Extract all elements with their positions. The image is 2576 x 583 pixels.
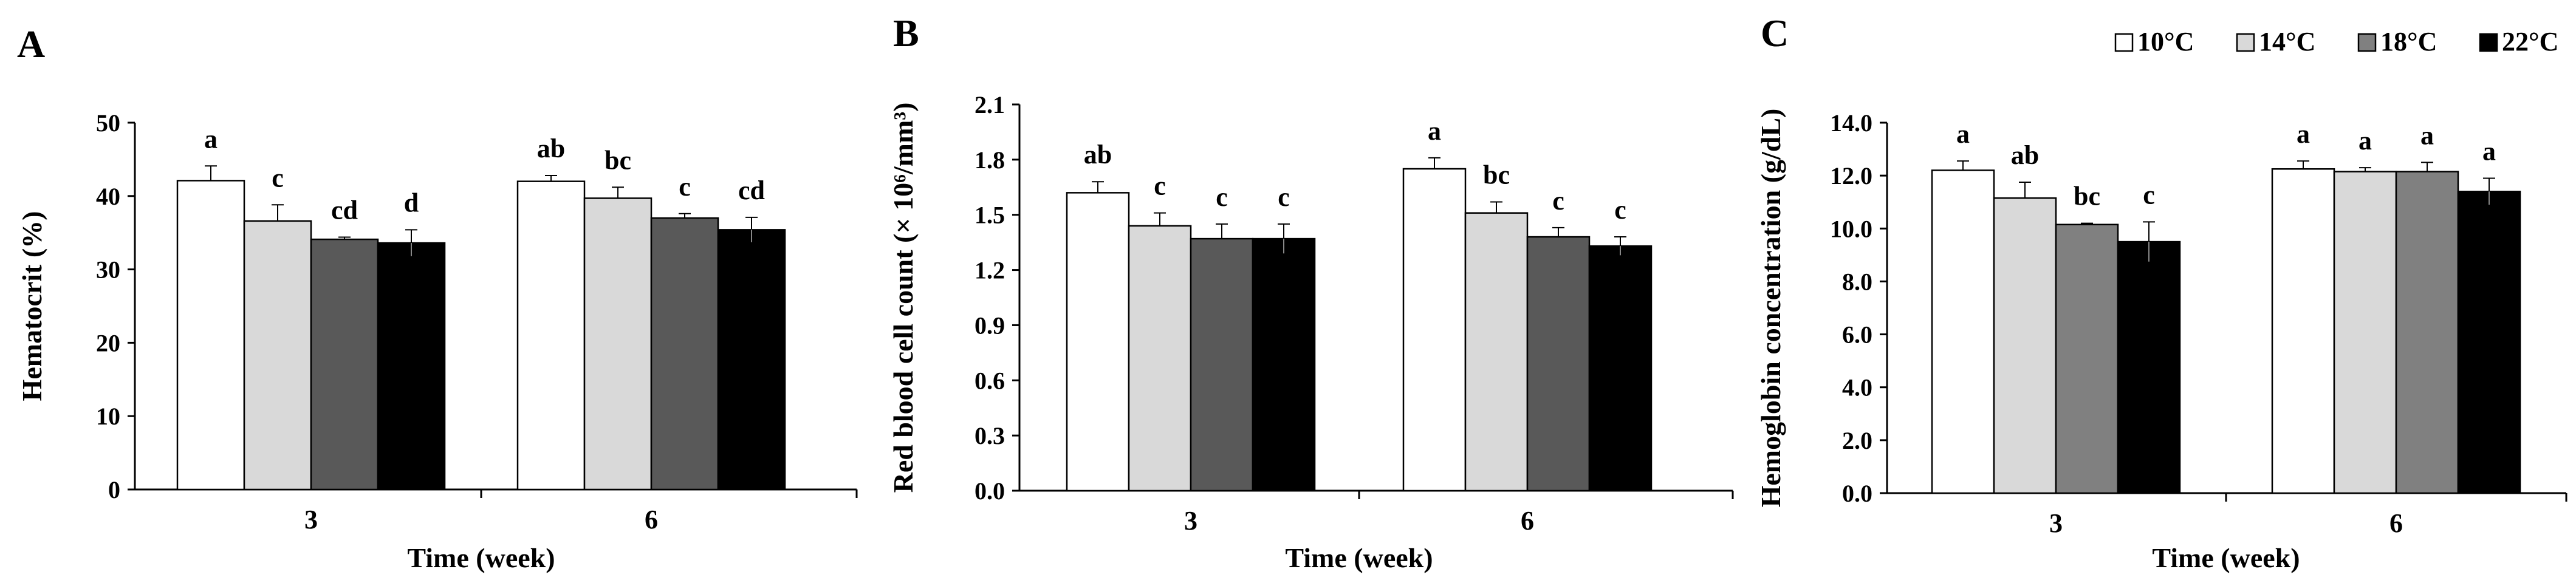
y-tick-label: 0 (108, 476, 120, 503)
panel-letter-b: B (893, 12, 919, 55)
significance-letter: c (1216, 182, 1228, 212)
significance-letter: cd (738, 176, 765, 205)
y-tick-label: 8.0 (1842, 268, 1872, 295)
y-tick-label: 0.9 (975, 312, 1005, 339)
significance-letter: a (2420, 120, 2434, 150)
legend: 10°C 14°C 18°C 22°C (2114, 27, 2558, 56)
y-axis-title-c: Hemoglobin concentration (g/dL) (1755, 109, 1786, 508)
significance-letter: a (2358, 126, 2372, 155)
bar-c-week3-18c (2055, 223, 2119, 494)
bar-a-week3-14c (243, 220, 312, 491)
legend-label-10c: 10°C (2137, 27, 2194, 56)
significance-letter: a (1428, 116, 1441, 146)
significance-letter: ab (2011, 140, 2039, 170)
legend-label-22c: 22°C (2502, 27, 2558, 56)
x-axis-title-a: Time (week) (407, 542, 555, 573)
y-tick-label: 1.8 (975, 146, 1005, 174)
bar-c-week6-10c (2271, 168, 2335, 494)
bar-a-week6-22c (717, 229, 786, 491)
y-tick-label: 6.0 (1842, 321, 1872, 349)
y-tick-label: 2.1 (975, 91, 1005, 118)
chart-hemoglobin: 0.0 2.0 4.0 6.0 8.0 10.0 12.0 14.0 a ab bc c 3 a a a a 6 T… (1755, 109, 2567, 573)
y-tick-label: 0.6 (975, 367, 1005, 394)
y-tick-label: 10 (96, 403, 120, 430)
legend-swatch-18c (2357, 33, 2377, 52)
bar-b-week3-22c (1252, 237, 1316, 492)
significance-letter: a (2482, 137, 2496, 166)
significance-letter: c (679, 172, 691, 202)
bar-a-week3-22c (377, 242, 446, 491)
y-tick-label: 40 (96, 183, 120, 210)
bar-b-week6-18c (1526, 236, 1591, 492)
bar-b-week6-14c (1464, 212, 1529, 492)
bar-b-week6-10c (1402, 168, 1467, 492)
y-tick-label: 1.2 (975, 257, 1005, 284)
significance-letter: c (1278, 182, 1290, 212)
significance-letter: c (1154, 171, 1166, 201)
significance-letter: bc (1483, 160, 1510, 190)
y-tick-label: 50 (96, 109, 120, 137)
y-tick-label: 4.0 (1842, 374, 1872, 401)
bar-c-week6-14c (2333, 171, 2397, 494)
y-tick-label: 2.0 (1842, 427, 1872, 454)
significance-letter: ab (1084, 140, 1112, 169)
x-category-label: 3 (304, 505, 318, 534)
bar-b-week3-14c (1128, 225, 1192, 492)
legend-label-18c: 18°C (2380, 27, 2437, 56)
y-tick-label: 20 (96, 329, 120, 356)
chart-hematocrit: 0 10 20 30 40 50 a c cd d 3 ab bc c cd 6 Time (week) Hema… (16, 109, 858, 573)
x-axis-title-c: Time (week) (2152, 542, 2300, 573)
legend-swatch-10c (2114, 33, 2134, 52)
significance-letter: c (2143, 180, 2155, 210)
y-axis-title-b: Red blood cell count (× 10⁶/mm³) (888, 103, 919, 493)
y-tick-label: 0.0 (1842, 480, 1872, 507)
bar-c-week3-22c (2117, 240, 2181, 494)
x-category-label: 6 (2389, 508, 2403, 538)
y-tick-label: 1.5 (975, 202, 1005, 229)
legend-swatch-22c (2479, 33, 2498, 52)
significance-letter: c (1552, 186, 1564, 216)
y-tick-label: 14.0 (1830, 109, 1872, 137)
significance-letter: c (1614, 195, 1626, 225)
panel-letter-c: C (1761, 12, 1789, 55)
legend-label-14c: 14°C (2259, 27, 2315, 56)
y-tick-label: 0.3 (975, 422, 1005, 449)
significance-letter: cd (331, 195, 358, 225)
significance-letter: a (204, 124, 218, 154)
x-axis-title-b: Time (week) (1285, 542, 1433, 573)
significance-letter: c (272, 163, 284, 193)
bar-a-week3-10c (176, 180, 245, 491)
y-tick-label: 0.0 (975, 477, 1005, 505)
bar-c-week6-22c (2457, 191, 2521, 494)
bar-a-week6-18c (650, 217, 719, 491)
x-category-label: 6 (1521, 506, 1534, 536)
bar-c-week3-14c (1993, 197, 2057, 494)
bar-a-week6-10c (516, 180, 586, 491)
bar-c-week6-18c (2395, 171, 2459, 494)
bar-c-week3-10c (1931, 169, 1995, 494)
y-tick-label: 30 (96, 256, 120, 284)
x-category-label: 3 (1184, 506, 1197, 536)
significance-letter: a (1956, 119, 1970, 149)
significance-letter: ab (537, 134, 565, 163)
bar-b-week3-18c (1190, 237, 1254, 492)
panel-letter-a: A (17, 22, 45, 66)
x-category-label: 6 (645, 505, 658, 534)
bar-b-week6-22c (1588, 245, 1653, 492)
significance-letter: bc (2074, 182, 2100, 211)
significance-letter: d (404, 188, 419, 217)
x-category-label: 3 (2049, 508, 2063, 538)
significance-letter: bc (605, 145, 631, 175)
y-axis-title-a: Hematocrit (%) (16, 211, 47, 401)
bar-b-week3-10c (1066, 192, 1130, 492)
y-tick-label: 12.0 (1830, 162, 1872, 189)
y-tick-label: 10.0 (1830, 215, 1872, 242)
bar-a-week3-18c (310, 238, 379, 491)
bar-a-week6-14c (583, 197, 653, 491)
significance-letter: a (2297, 119, 2310, 149)
legend-swatch-14c (2236, 33, 2255, 52)
